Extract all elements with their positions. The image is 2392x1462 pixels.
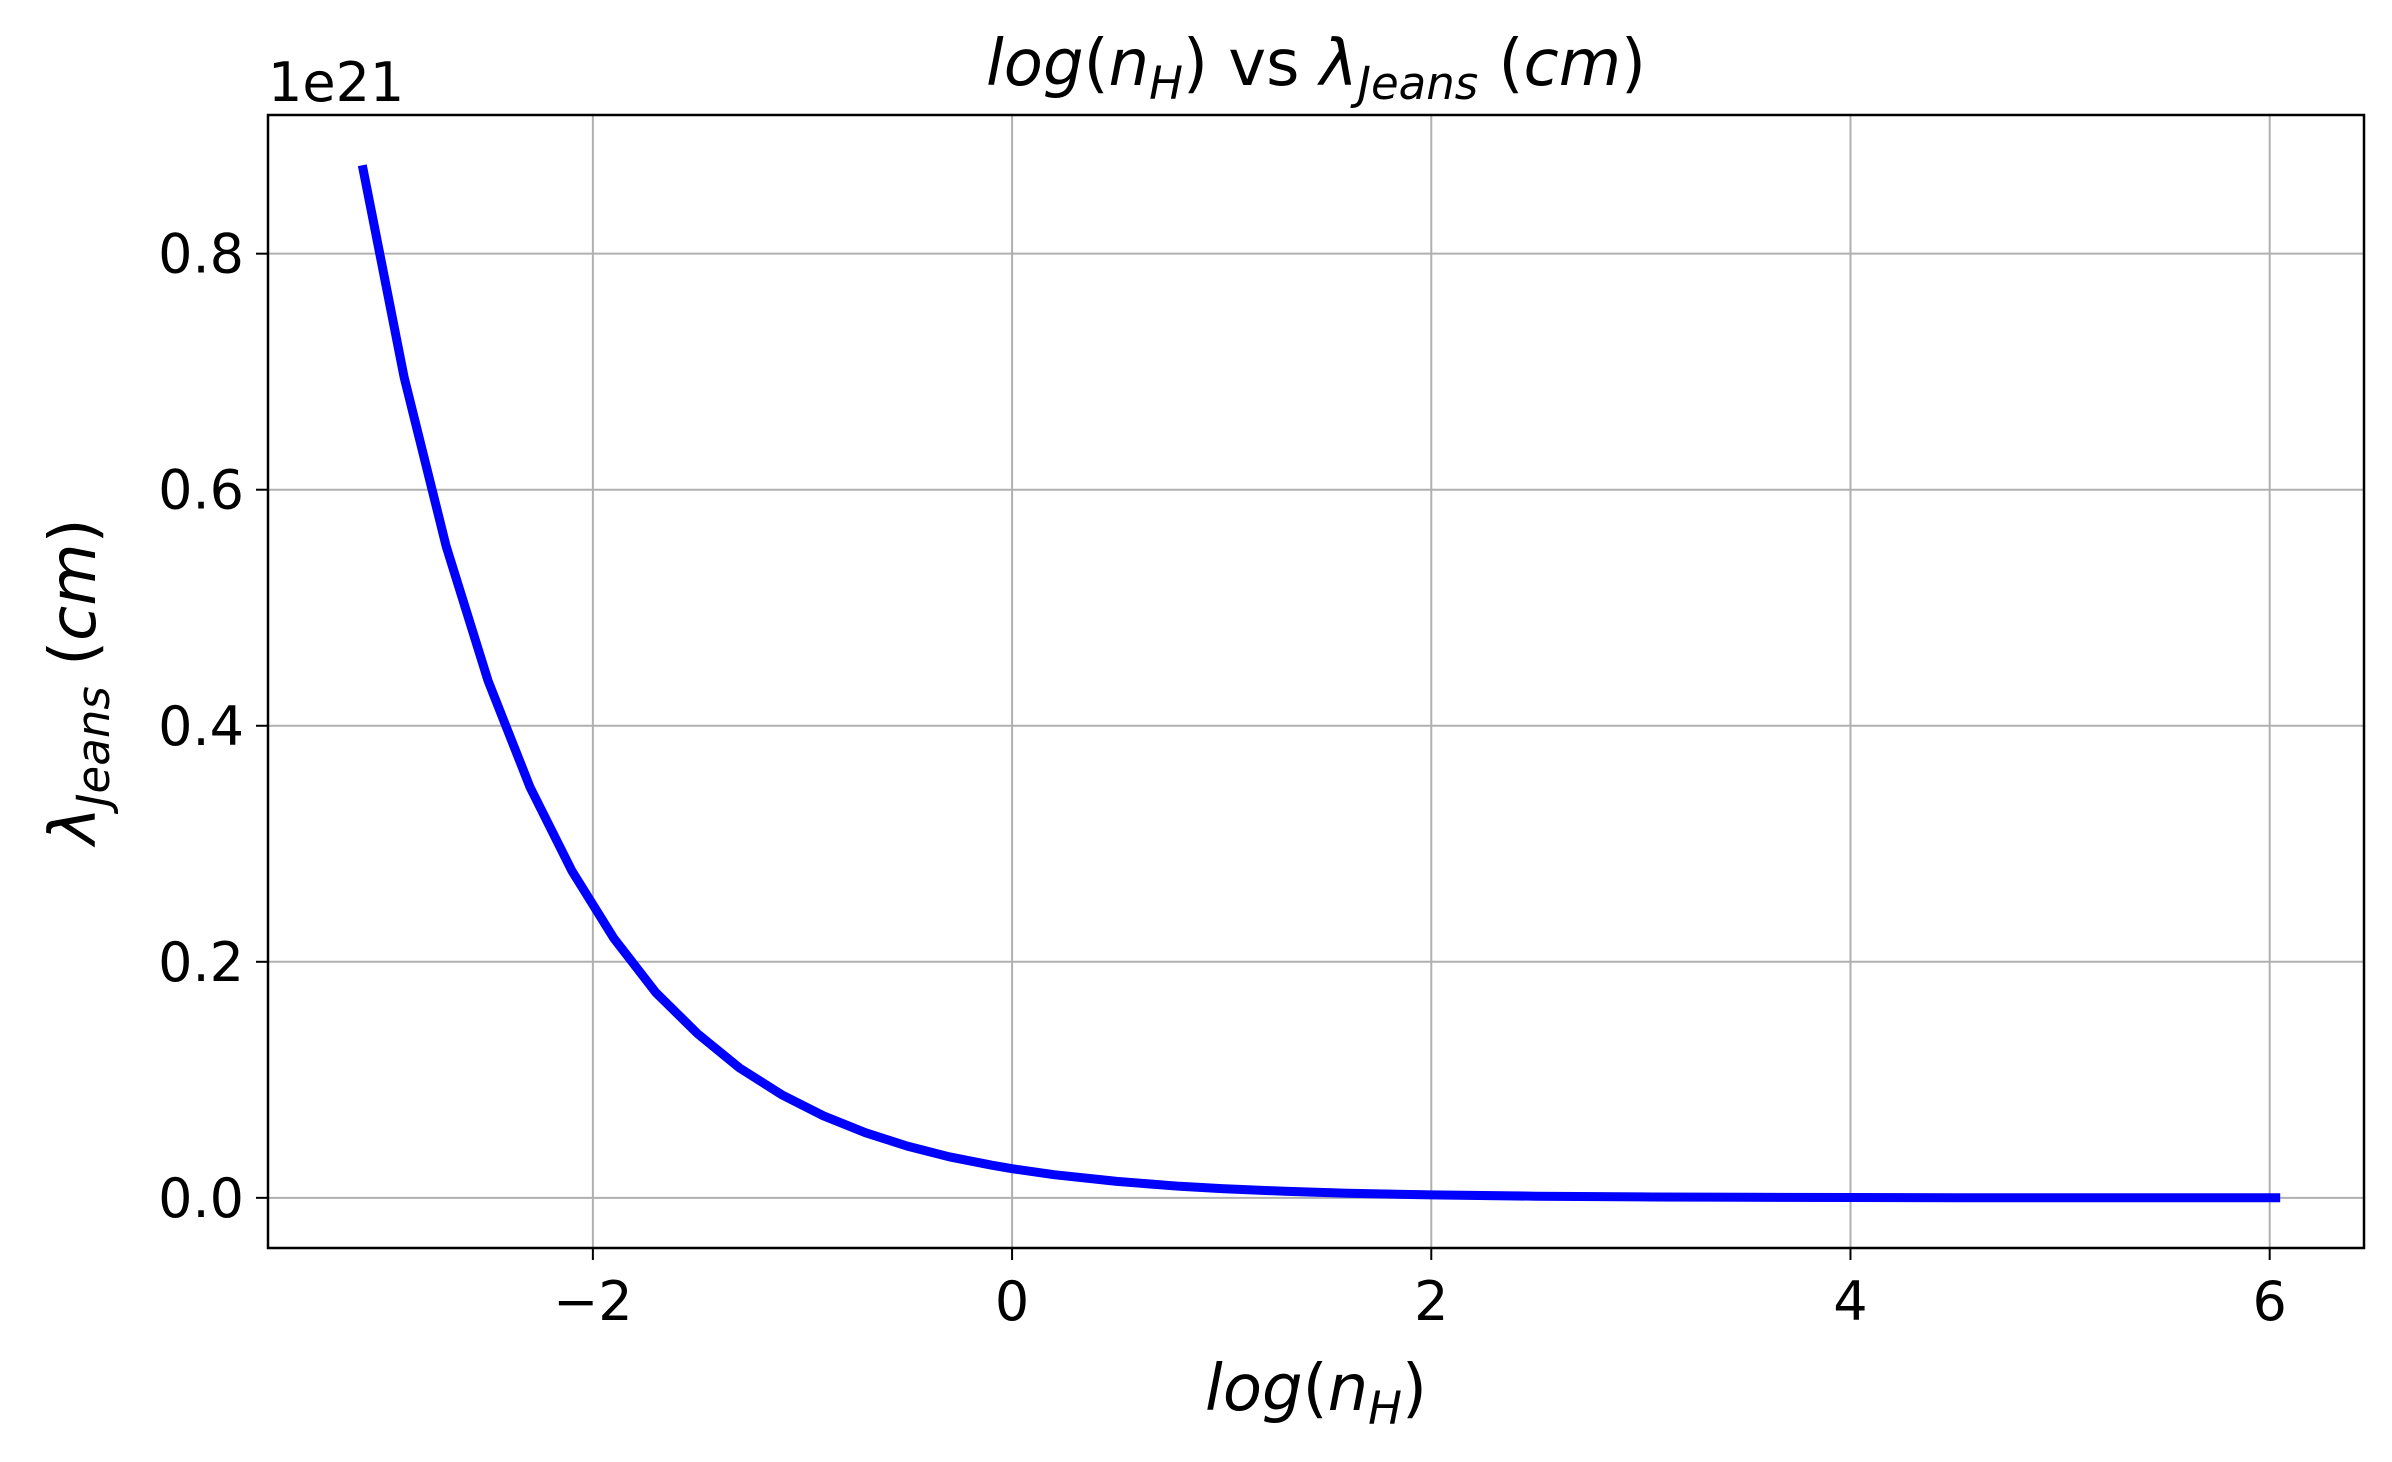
grid <box>268 115 2364 1248</box>
series-layer <box>357 164 2281 1203</box>
x-tick-label: 6 <box>2253 1270 2287 1333</box>
x-tick-label: −2 <box>553 1270 633 1333</box>
y-tick-label: 0.0 <box>158 1167 244 1230</box>
y-tick-label: 0.6 <box>158 459 244 522</box>
label-segment: n <box>1328 1352 1369 1426</box>
label-segment: cm <box>1524 27 1622 101</box>
y-tick-label: 0.8 <box>158 223 244 286</box>
label-segment: log <box>1205 1352 1303 1426</box>
label-subscript: H <box>1149 57 1183 110</box>
y-tick-label: 0.2 <box>158 931 244 994</box>
y-offset-label: 1e21 <box>268 51 404 114</box>
label-segment: ( <box>1084 27 1109 101</box>
label-segment: vs <box>1208 27 1320 101</box>
x-tick-label: 0 <box>995 1270 1029 1333</box>
label-segment: n <box>1109 27 1150 101</box>
axis-ticks: −2 0 2 4 6 0.0 0.2 0.4 0.6 0.8 <box>158 223 2287 1333</box>
label-segment: log <box>986 27 1084 101</box>
label-segment: ) <box>1621 27 1646 101</box>
label-segment: cm <box>37 543 111 641</box>
x-tick-label: 2 <box>1414 1270 1448 1333</box>
label-segment: ) <box>1183 27 1208 101</box>
y-tick-label: 0.4 <box>158 695 244 758</box>
x-tick-label: 4 <box>1833 1270 1867 1333</box>
label-segment: ( <box>1478 27 1523 101</box>
x-axis-label: log(nH) <box>1205 1352 1427 1435</box>
label-segment: λ <box>1317 27 1358 101</box>
label-subscript: H <box>1368 1382 1402 1435</box>
label-segment: λ <box>37 807 111 848</box>
y-axis-label: λJeans (cm) <box>37 518 120 847</box>
plot-frame <box>266 113 2366 1250</box>
label-subscript: Jeans <box>1350 57 1479 110</box>
series-line <box>357 164 2281 1203</box>
label-segment: ) <box>37 518 111 543</box>
label-segment: ( <box>37 641 111 686</box>
label-segment: ( <box>1303 1352 1328 1426</box>
chart-title: log(nH) vs λJeans (cm) <box>986 27 1646 110</box>
label-segment: ) <box>1402 1352 1427 1426</box>
label-subscript: Jeans <box>67 686 120 815</box>
